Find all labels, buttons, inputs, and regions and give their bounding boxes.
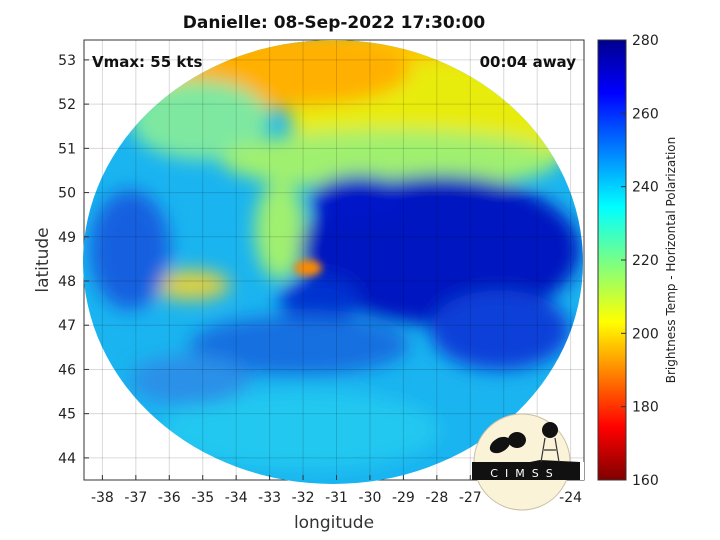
y-tick-label: 52 <box>58 97 76 113</box>
x-tick-label: -31 <box>325 490 348 506</box>
y-tick-label: 46 <box>58 362 76 378</box>
time-offset-label: 00:04 away <box>480 53 577 71</box>
y-axis-label: latitude <box>33 227 53 292</box>
y-tick-label: 44 <box>58 451 76 467</box>
y-tick-label: 48 <box>58 274 76 290</box>
x-tick-label: -24 <box>559 490 582 506</box>
x-tick-label: -32 <box>292 490 315 506</box>
y-tick-label: 49 <box>58 230 76 246</box>
x-tick-label: -34 <box>225 490 248 506</box>
x-tick-label: -36 <box>158 490 181 506</box>
x-tick-label: -37 <box>124 490 147 506</box>
y-tick-label: 51 <box>58 141 76 157</box>
x-tick-label: -27 <box>459 490 482 506</box>
colorbar-tick-label: 240 <box>632 180 659 196</box>
colorbar-tick-label: 160 <box>632 473 659 489</box>
x-tick-label: -30 <box>359 490 382 506</box>
colorbar-tick-label: 220 <box>632 253 659 269</box>
x-tick-label: -28 <box>425 490 448 506</box>
x-tick-label: -35 <box>191 490 214 506</box>
colorbar-tick-label: 280 <box>632 33 659 49</box>
colorbar-tick-label: 260 <box>632 106 659 122</box>
x-tick-label: -38 <box>91 490 114 506</box>
colorbar-label: Brightness Temp - Horizontal Polarizatio… <box>664 137 678 384</box>
y-tick-label: 45 <box>58 407 76 423</box>
cimss-logo: CIMSS <box>472 413 584 511</box>
y-tick-label: 53 <box>58 53 76 69</box>
x-tick-label: -29 <box>392 490 415 506</box>
y-tick-label: 50 <box>58 186 76 202</box>
colorbar-tick-label: 180 <box>632 400 659 416</box>
vmax-label: Vmax: 55 kts <box>92 53 202 71</box>
logo-text: CIMSS <box>490 467 559 480</box>
plot-title: Danielle: 08-Sep-2022 17:30:00 <box>182 13 486 33</box>
grid-lines <box>84 40 584 480</box>
colorbar-tick-label: 200 <box>632 326 659 342</box>
y-tick-label: 47 <box>58 318 76 334</box>
x-axis-label: longitude <box>294 513 374 533</box>
x-tick-label: -33 <box>258 490 281 506</box>
